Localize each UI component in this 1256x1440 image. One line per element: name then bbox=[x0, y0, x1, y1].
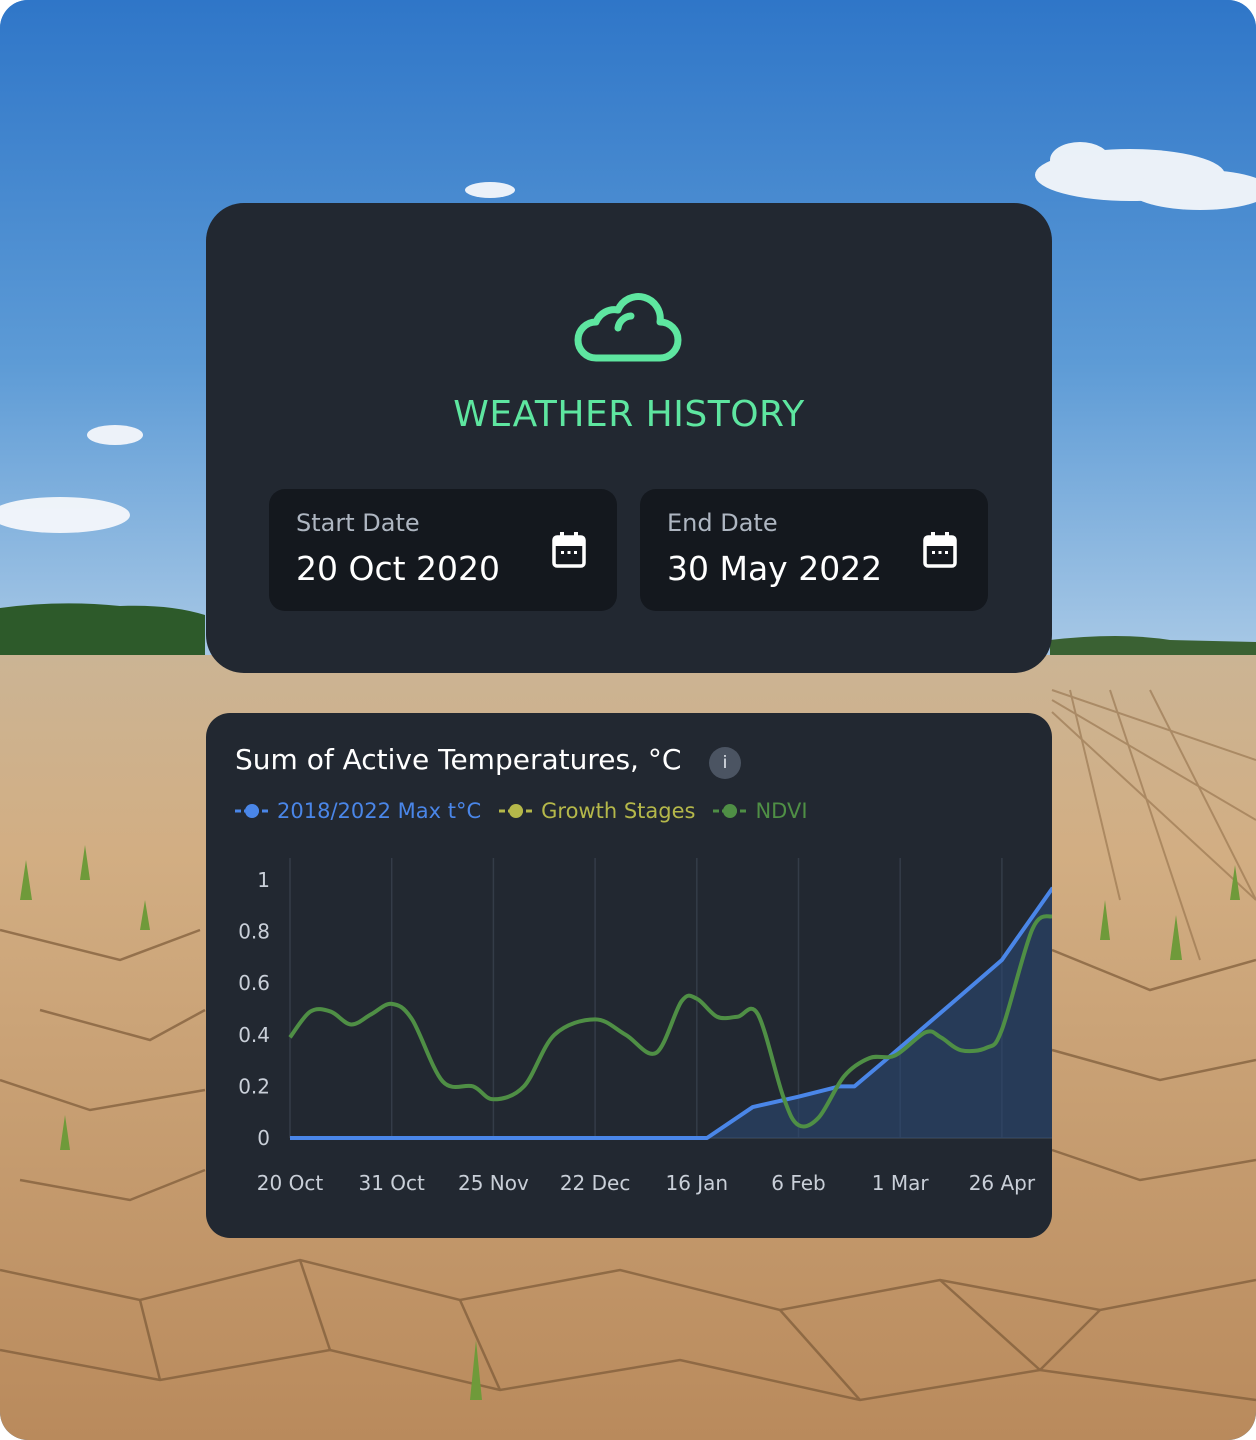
x-tick-label: 31 Oct bbox=[359, 1171, 426, 1195]
x-tick-label: 16 Jan bbox=[665, 1171, 728, 1195]
chart-legend: 2018/2022 Max t°C Growth Stages NDVI bbox=[235, 799, 808, 823]
max-temp-line bbox=[290, 886, 1052, 1140]
info-icon[interactable]: i bbox=[709, 747, 741, 779]
end-date-value: 30 May 2022 bbox=[667, 549, 883, 588]
ndvi-line bbox=[288, 914, 1052, 1129]
calendar-icon[interactable] bbox=[922, 531, 958, 569]
legend-label-ndvi: NDVI bbox=[755, 799, 808, 823]
legend-label-growth-stages: Growth Stages bbox=[541, 799, 696, 823]
calendar-icon[interactable] bbox=[551, 531, 587, 569]
start-date-field[interactable]: Start Date 20 Oct 2020 bbox=[269, 489, 617, 611]
chart-title: Sum of Active Temperatures, °C bbox=[235, 743, 682, 776]
legend-marker-ndvi bbox=[713, 804, 748, 818]
x-tick-label: 26 Apr bbox=[969, 1171, 1036, 1195]
x-tick-label: 22 Dec bbox=[560, 1171, 631, 1195]
x-tick-label: 1 Mar bbox=[872, 1171, 930, 1195]
y-tick-label: 0.4 bbox=[238, 1023, 270, 1047]
legend-item-max-temp[interactable]: 2018/2022 Max t°C bbox=[235, 799, 481, 823]
legend-item-growth-stages[interactable]: Growth Stages bbox=[499, 799, 695, 823]
start-date-value: 20 Oct 2020 bbox=[296, 549, 501, 588]
legend-item-ndvi[interactable]: NDVI bbox=[713, 799, 808, 823]
cloud-icon bbox=[574, 293, 682, 362]
y-tick-label: 0.8 bbox=[238, 920, 270, 944]
line-chart: 0 0.2 0.4 0.6 0.8 1 20 Oct 31 Oct 25 Nov 22 Dec 16… bbox=[238, 858, 1052, 1195]
legend-marker-growth-stages bbox=[499, 804, 534, 818]
y-tick-label: 0.2 bbox=[238, 1074, 270, 1098]
active-temperatures-card: Sum of Active Temperatures, °C i 2018/20… bbox=[206, 713, 1052, 1238]
x-tick-label: 6 Feb bbox=[771, 1171, 826, 1195]
x-tick-label: 20 Oct bbox=[257, 1171, 324, 1195]
legend-label-max-temp: 2018/2022 Max t°C bbox=[277, 799, 482, 823]
y-tick-label: 0 bbox=[257, 1126, 270, 1150]
legend-marker-max-temp bbox=[235, 804, 269, 818]
weather-history-title: WEATHER HISTORY bbox=[453, 394, 805, 435]
y-tick-label: 1 bbox=[257, 868, 270, 892]
x-tick-label: 25 Nov bbox=[458, 1171, 529, 1195]
start-date-label: Start Date bbox=[296, 509, 420, 537]
end-date-label: End Date bbox=[667, 509, 778, 537]
end-date-field[interactable]: End Date 30 May 2022 bbox=[640, 489, 988, 611]
y-tick-label: 0.6 bbox=[238, 971, 270, 995]
max-temp-area bbox=[290, 888, 1052, 1138]
